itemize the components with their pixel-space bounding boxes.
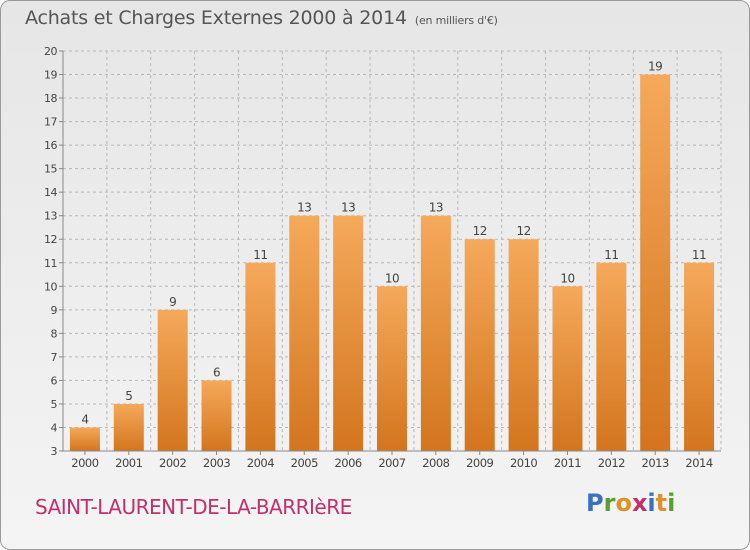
data-label: 13 — [297, 201, 311, 215]
data-label: 9 — [169, 295, 176, 309]
y-tick-label: 9 — [51, 304, 58, 317]
bar — [333, 215, 364, 451]
x-tick-label: 2006 — [334, 456, 361, 470]
y-tick-label: 4 — [51, 421, 58, 434]
label-layer: 4 2000 5 2001 9 2002 6 2003 11 2004 13 2005 13 2006 10… — [71, 60, 713, 470]
bar — [377, 286, 407, 451]
x-tick-label: 2005 — [291, 456, 318, 470]
bar — [113, 403, 144, 451]
x-tick-label: 2010 — [510, 456, 537, 470]
bar — [289, 215, 320, 451]
data-label: 5 — [125, 389, 132, 403]
x-tick-label: 2009 — [466, 456, 493, 470]
y-tick-label: 14 — [44, 186, 57, 199]
data-label: 10 — [385, 271, 399, 285]
y-tick-label: 15 — [44, 163, 57, 176]
x-tick-label: 2008 — [422, 456, 449, 470]
x-tick-label: 2013 — [642, 456, 669, 470]
y-tick-label: 5 — [51, 398, 58, 411]
x-tick-label: 2007 — [378, 456, 405, 470]
chart-unit: (en milliers d'€) — [414, 14, 498, 27]
bar — [684, 262, 715, 451]
data-label: 13 — [341, 201, 355, 215]
y-tick-label: 16 — [44, 139, 57, 152]
logo-letter: x — [631, 489, 648, 517]
y-tick-label: 6 — [51, 374, 58, 387]
data-label: 11 — [604, 248, 618, 262]
bar-layer — [69, 74, 715, 451]
bar — [69, 427, 100, 451]
bar — [157, 309, 188, 451]
x-tick-label: 2003 — [203, 456, 230, 470]
axis-layer: 3 4 5 6 7 8 9 10 11 12 13 14 15 16 17 18 19 20 — [44, 45, 721, 458]
y-tick-label: 11 — [44, 257, 57, 270]
logo-letter: t — [655, 489, 668, 517]
bar — [201, 380, 232, 451]
y-tick-label: 13 — [44, 210, 57, 223]
data-label: 12 — [473, 224, 487, 238]
y-tick-label: 3 — [51, 445, 58, 458]
x-tick-label: 2004 — [247, 456, 274, 470]
bar — [508, 239, 539, 451]
y-tick-label: 8 — [51, 327, 58, 340]
proxiti-logo[interactable]: Proxiti — [586, 489, 675, 517]
chart-title-text: Achats et Charges Externes 2000 à 2014 — [25, 7, 407, 29]
data-label: 4 — [81, 412, 88, 426]
y-tick-label: 20 — [44, 45, 57, 58]
logo-letter: i — [647, 489, 656, 517]
data-label: 11 — [692, 248, 706, 262]
bar — [640, 74, 671, 451]
commune-name: SAINT-LAURENT-DE-LA-BARRIèRE — [35, 495, 352, 519]
data-label: 11 — [253, 248, 267, 262]
bar — [464, 239, 495, 451]
bar — [552, 286, 583, 451]
x-tick-label: 2014 — [685, 456, 712, 470]
x-tick-label: 2001 — [115, 456, 142, 470]
x-tick-label: 2012 — [598, 456, 625, 470]
logo-letter: i — [667, 489, 676, 517]
chart-title: Achats et Charges Externes 2000 à 2014 (e… — [25, 7, 498, 29]
x-tick-label: 2011 — [554, 456, 581, 470]
data-label: 6 — [213, 365, 220, 379]
logo-letter: P — [586, 489, 604, 517]
y-tick-label: 7 — [51, 351, 58, 364]
bar — [596, 262, 627, 451]
data-label: 13 — [429, 201, 443, 215]
y-tick-label: 19 — [44, 69, 57, 82]
y-tick-label: 17 — [44, 116, 57, 129]
y-tick-label: 12 — [44, 233, 57, 246]
x-tick-label: 2000 — [71, 456, 98, 470]
data-label: 10 — [560, 271, 574, 285]
bar — [420, 215, 451, 451]
y-tick-label: 18 — [44, 92, 57, 105]
y-tick-label: 10 — [44, 280, 57, 293]
x-tick-label: 2002 — [159, 456, 186, 470]
data-label: 12 — [516, 224, 530, 238]
data-label: 19 — [648, 60, 662, 74]
bar — [245, 262, 276, 451]
logo-letter: r — [603, 489, 616, 517]
logo-letter: o — [615, 489, 632, 517]
